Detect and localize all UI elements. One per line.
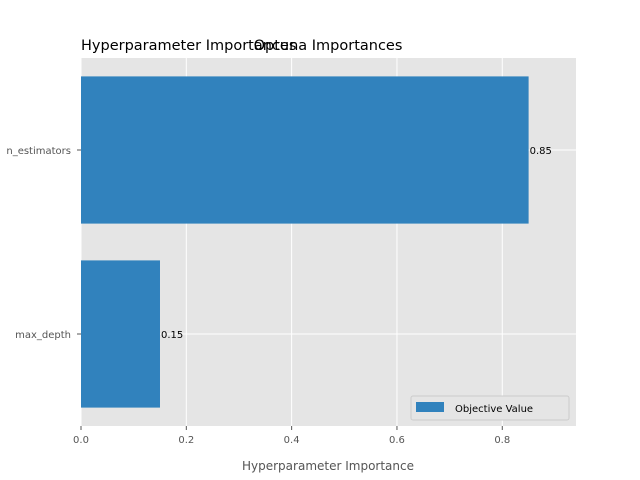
x-tick-label: 0.0 bbox=[73, 435, 89, 446]
chart-title-left: Hyperparameter Importances bbox=[81, 38, 296, 54]
chart-title-center: Optuna Importances bbox=[254, 38, 403, 54]
x-tick-label: 0.8 bbox=[494, 435, 510, 446]
bar-max_depth bbox=[81, 260, 160, 408]
x-axis-ticks: 0.0 0.2 0.4 0.6 0.8 bbox=[73, 426, 510, 446]
x-tick-label: 0.4 bbox=[284, 435, 300, 446]
x-tick-label: 0.6 bbox=[389, 435, 405, 446]
y-tick-label: n_estimators bbox=[6, 146, 71, 157]
x-axis-label: Hyperparameter Importance bbox=[242, 459, 414, 473]
y-tick-label: max_depth bbox=[15, 330, 71, 341]
bar-n_estimators bbox=[81, 76, 529, 224]
y-axis-ticks: n_estimators max_depth bbox=[6, 146, 81, 341]
value-labels: 0.85 0.15 bbox=[161, 146, 552, 341]
legend-swatch bbox=[416, 402, 444, 412]
legend: Objective Value bbox=[410, 395, 570, 421]
value-label: 0.85 bbox=[530, 146, 552, 157]
x-tick-label: 0.2 bbox=[178, 435, 194, 446]
value-label: 0.15 bbox=[161, 330, 183, 341]
legend-label: Objective Value bbox=[455, 404, 533, 415]
legend-box bbox=[410, 395, 570, 421]
bars bbox=[81, 76, 529, 408]
